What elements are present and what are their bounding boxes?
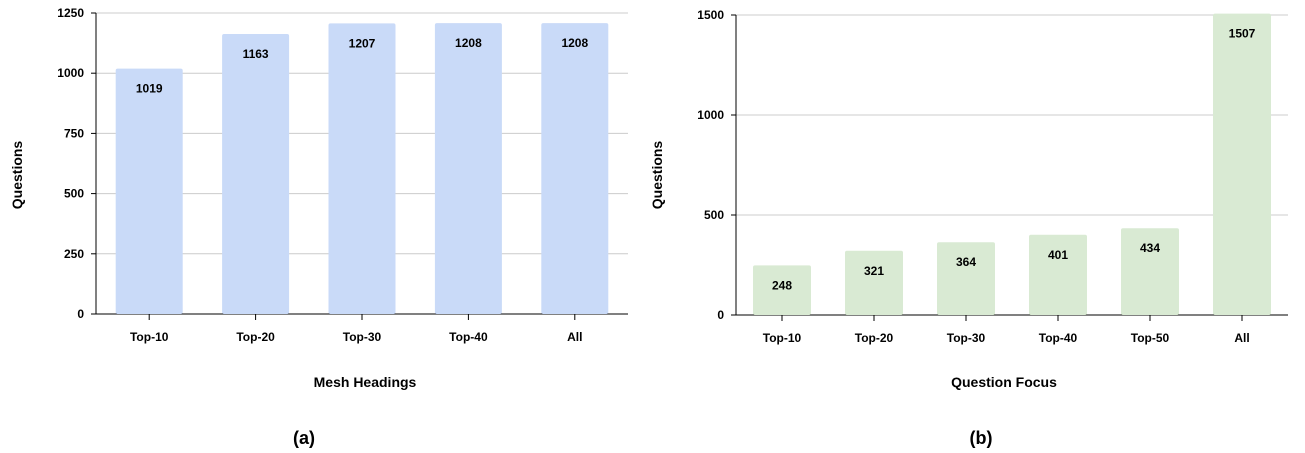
chart-panel-b: Questions Question Focus (b) 0 500 1000 150… <box>649 8 1288 448</box>
x-tick-label: All <box>567 330 582 344</box>
bar <box>1029 234 1087 315</box>
bar <box>222 33 290 315</box>
bar <box>434 23 502 315</box>
x-axis-title: Mesh Headings <box>314 374 417 390</box>
x-tick-label: Top-20 <box>855 331 894 345</box>
x-tick-label: Top-10 <box>130 330 169 344</box>
bar <box>541 23 609 315</box>
bar <box>1213 13 1271 315</box>
bar <box>328 23 396 314</box>
bar <box>937 242 995 315</box>
y-tick-label: 0 <box>77 307 84 321</box>
y-axis-title: Questions <box>9 141 25 210</box>
x-tick-label: Top-40 <box>1039 331 1078 345</box>
x-tick-label: Top-10 <box>763 331 802 345</box>
bar <box>115 68 183 314</box>
bar-value-label: 1019 <box>136 82 163 96</box>
bar <box>1121 228 1179 315</box>
y-tick-label: 0 <box>717 308 724 322</box>
y-tick-label: 1500 <box>697 8 724 22</box>
bar-value-label: 321 <box>864 264 884 278</box>
y-tick-label: 750 <box>64 126 84 140</box>
panel-caption: (b) <box>970 428 993 448</box>
panel-caption: (a) <box>293 428 315 448</box>
x-axis-title: Question Focus <box>951 374 1057 390</box>
y-tick-label: 250 <box>64 247 84 261</box>
bar <box>845 250 903 315</box>
y-tick-label: 500 <box>704 208 724 222</box>
x-tick-label: Top-30 <box>947 331 986 345</box>
bar-value-label: 434 <box>1140 241 1160 255</box>
x-tick-label: Top-20 <box>236 330 275 344</box>
y-tick-label: 1000 <box>57 66 84 80</box>
x-tick-label: Top-50 <box>1131 331 1170 345</box>
bar-value-label: 1208 <box>455 36 482 50</box>
bar <box>753 265 811 315</box>
bar-value-label: 1507 <box>1229 27 1256 41</box>
x-tick-label: Top-40 <box>449 330 488 344</box>
y-axis-title: Questions <box>649 141 665 210</box>
bar-value-label: 1163 <box>243 47 269 61</box>
y-tick-label: 500 <box>64 187 84 201</box>
chart-panel-a: Questions Mesh Headings (a) 0 250 500 750 10… <box>9 6 628 448</box>
bar-value-label: 401 <box>1048 248 1068 262</box>
y-tick-label: 1250 <box>57 6 84 20</box>
bar-value-label: 364 <box>956 255 976 269</box>
x-tick-label: All <box>1234 331 1249 345</box>
bar-value-label: 1208 <box>561 36 588 50</box>
x-tick-label: Top-30 <box>343 330 382 344</box>
bar-value-label: 248 <box>772 278 792 292</box>
y-tick-label: 1000 <box>697 108 724 122</box>
bar-value-label: 1207 <box>349 36 376 50</box>
